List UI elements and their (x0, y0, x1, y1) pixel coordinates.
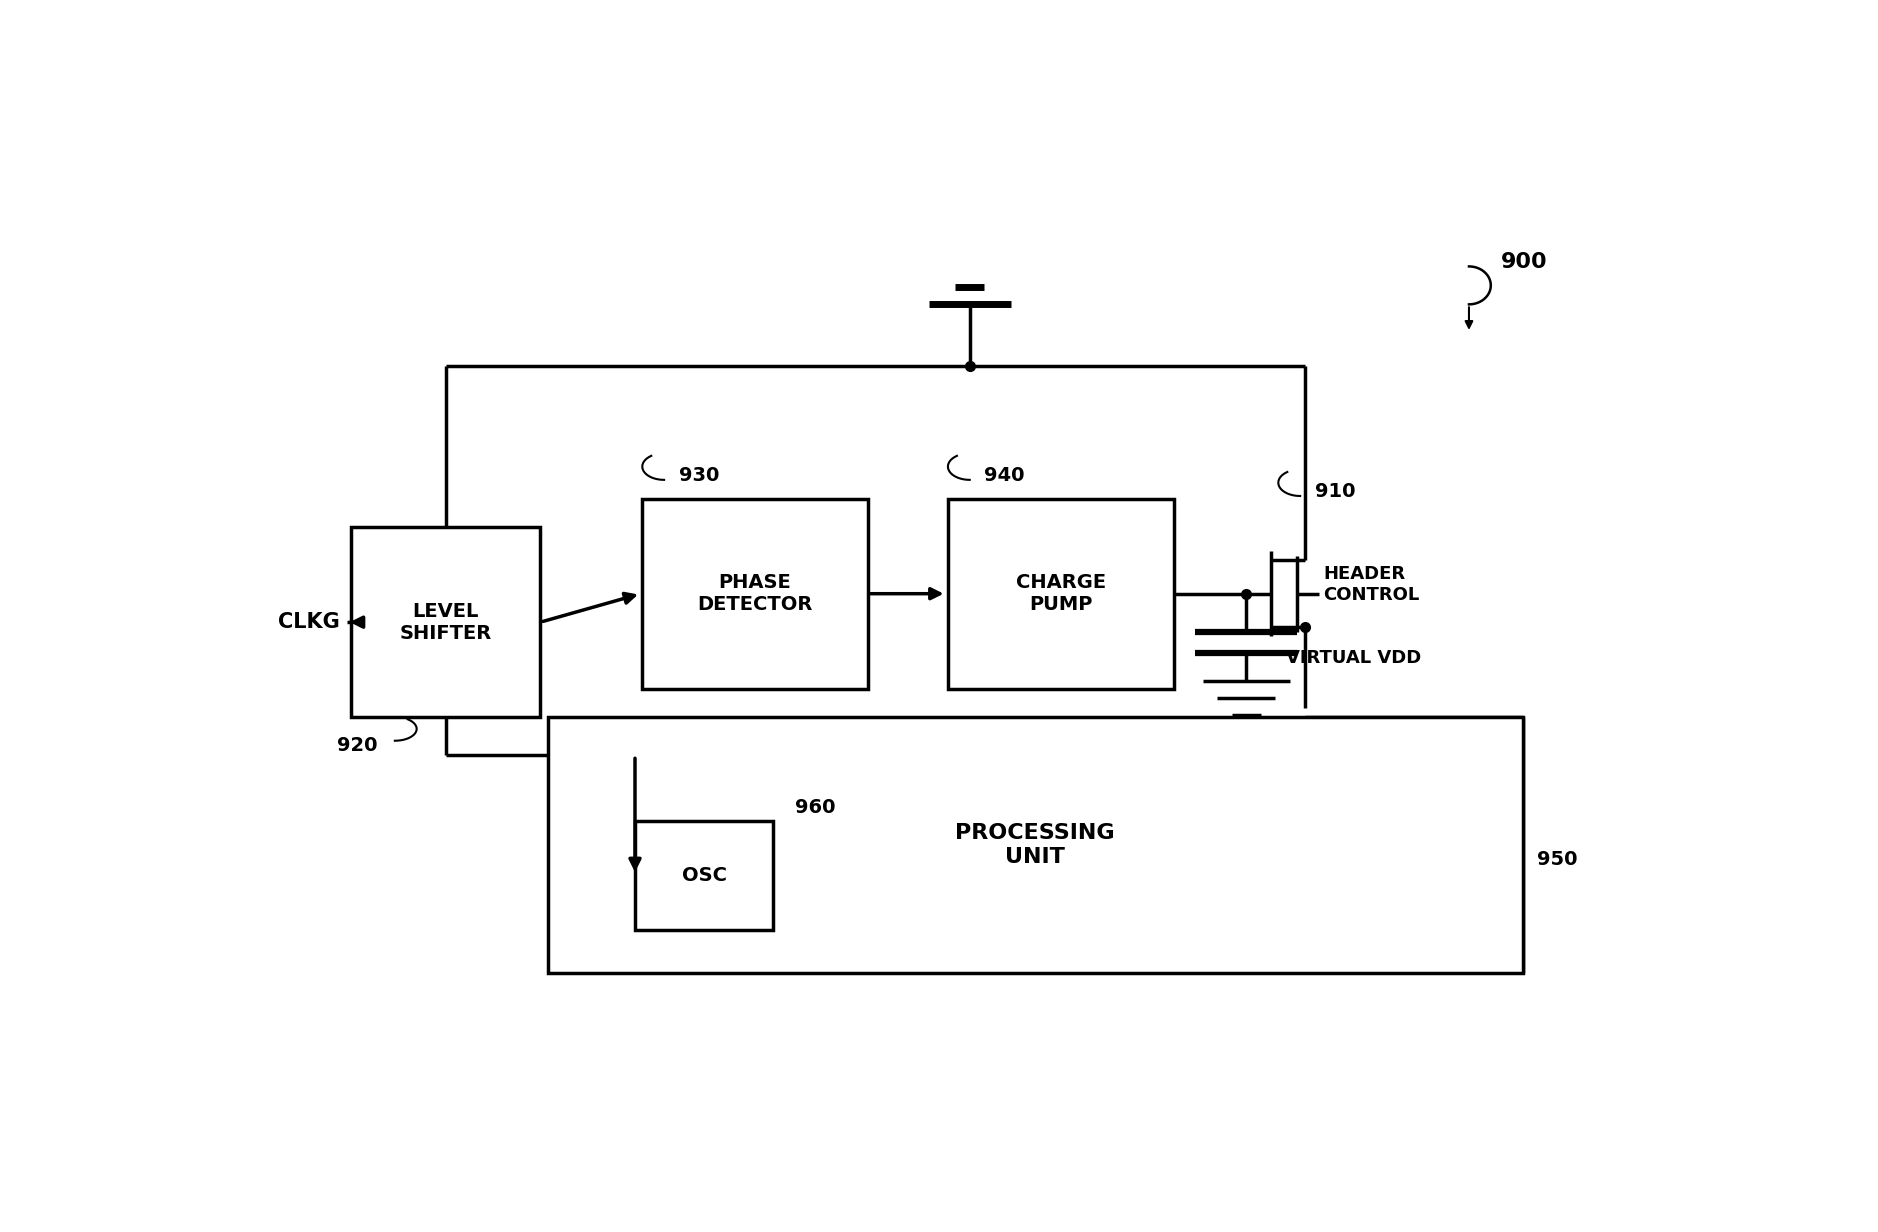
Text: HEADER
CONTROL: HEADER CONTROL (1324, 564, 1420, 604)
Text: 930: 930 (678, 466, 719, 484)
Text: 900: 900 (1501, 251, 1547, 272)
Bar (635, 822, 774, 930)
Text: VIRTUAL VDD: VIRTUAL VDD (1286, 649, 1422, 668)
Bar (642, 499, 868, 689)
Bar (351, 527, 541, 717)
Text: 960: 960 (794, 797, 836, 817)
Text: 910: 910 (1315, 482, 1356, 500)
Bar (548, 717, 1523, 973)
Text: LEVEL
SHIFTER: LEVEL SHIFTER (400, 601, 492, 643)
Text: CHARGE
PUMP: CHARGE PUMP (1016, 573, 1106, 615)
Text: OSC: OSC (682, 866, 727, 886)
Text: PROCESSING
UNIT: PROCESSING UNIT (956, 823, 1116, 866)
Text: PHASE
DETECTOR: PHASE DETECTOR (697, 573, 813, 615)
Text: 940: 940 (984, 466, 1025, 484)
Text: 920: 920 (336, 736, 377, 755)
Bar (948, 499, 1174, 689)
Text: 950: 950 (1538, 850, 1578, 869)
Text: CLKG: CLKG (278, 612, 340, 632)
